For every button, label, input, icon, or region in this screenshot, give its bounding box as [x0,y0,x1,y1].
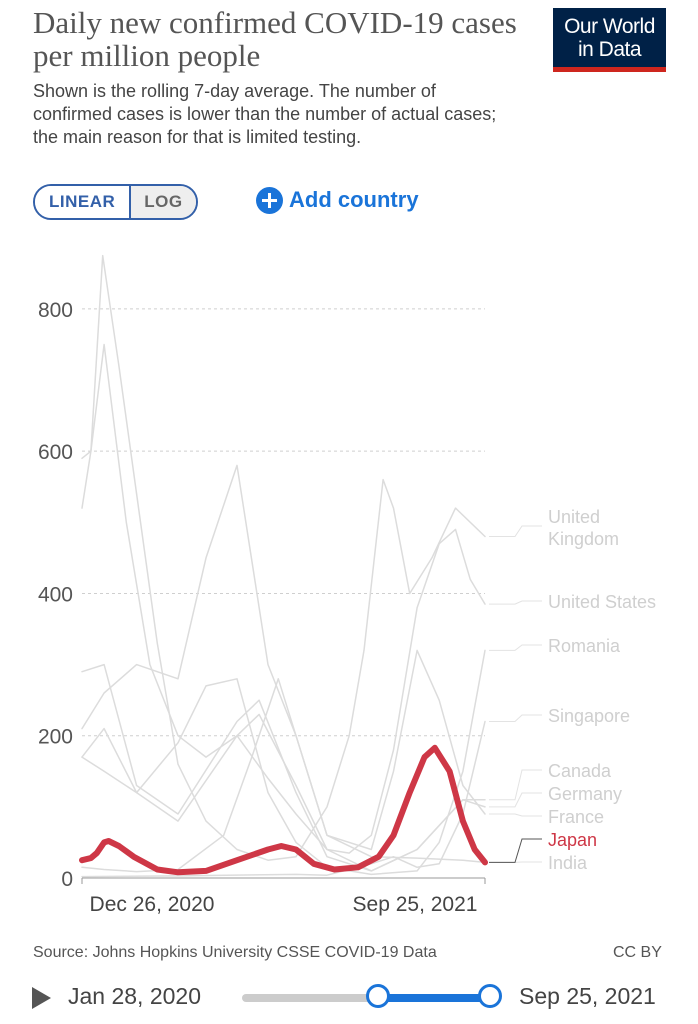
timeline-selected-range[interactable] [378,994,490,1002]
play-icon[interactable] [32,987,51,1009]
y-tick-label: 400 [38,583,73,606]
y-tick-label: 800 [38,299,73,322]
series-line-united-kingdom [81,254,486,861]
series-label: Romania [548,636,621,656]
add-country-label: Add country [289,187,419,212]
timeline-end-date: Sep 25, 2021 [519,983,656,1009]
series-label: United [548,507,600,527]
timeline-start-date: Jan 28, 2020 [68,983,202,1009]
series-line-japan [79,744,488,876]
series-label: India [548,853,588,873]
series-connector [489,792,542,808]
logo-accent-bar [553,67,666,72]
series-label: Germany [548,784,622,804]
logo-line-2: in Data [577,38,642,61]
series-connector [489,600,542,605]
series-line-romania [81,649,486,876]
license-text[interactable]: CC BY [613,944,662,961]
series-line-singapore [81,720,486,878]
series-label: Kingdom [548,529,619,549]
series-label: France [548,807,604,827]
y-tick-label: 200 [38,726,73,749]
series-label: Japan [548,830,597,850]
series-line-united-states [81,343,486,854]
series-label: United States [548,592,656,612]
chart-subtitle: Shown is the rolling 7-day average. The … [33,81,497,147]
series-label: Singapore [548,706,630,726]
timeline-track[interactable] [242,994,490,1002]
series-connector [489,714,542,722]
x-tick-label: Sep 25, 2021 [353,893,478,916]
source-text[interactable]: Source: Johns Hopkins University CSSE CO… [33,944,437,961]
series-connector [489,813,542,817]
timeline-end-handle[interactable] [478,984,502,1008]
line-chart: 0 200 400 600 800 Dec 26, 2020 Sep 25, 2021 Uni… [38,254,656,916]
series-connector [489,644,542,651]
series-label: Canada [548,761,612,781]
log-scale-button[interactable]: LOG [131,186,196,218]
owid-logo[interactable]: Our World in Data [553,8,666,72]
series-line-germany [81,663,486,872]
chart-title: Daily new confirmed COVID-19 cases per m… [33,5,517,73]
series-connector [489,525,542,538]
linear-scale-button[interactable]: LINEAR [35,186,132,218]
logo-line-1: Our World [564,15,655,38]
series-line-france [81,464,486,851]
timeline-start-handle[interactable] [366,984,391,1008]
series-line-india [81,678,486,873]
add-country-button[interactable]: Add country [256,185,419,215]
plus-circle-icon [256,186,283,214]
scale-toggle: LINEAR LOG [33,184,198,220]
x-tick-label: Dec 26, 2020 [90,893,215,916]
series-connector [489,838,542,863]
y-tick-label: 0 [61,868,73,891]
y-tick-label: 600 [38,441,73,464]
series-connector [489,769,542,801]
